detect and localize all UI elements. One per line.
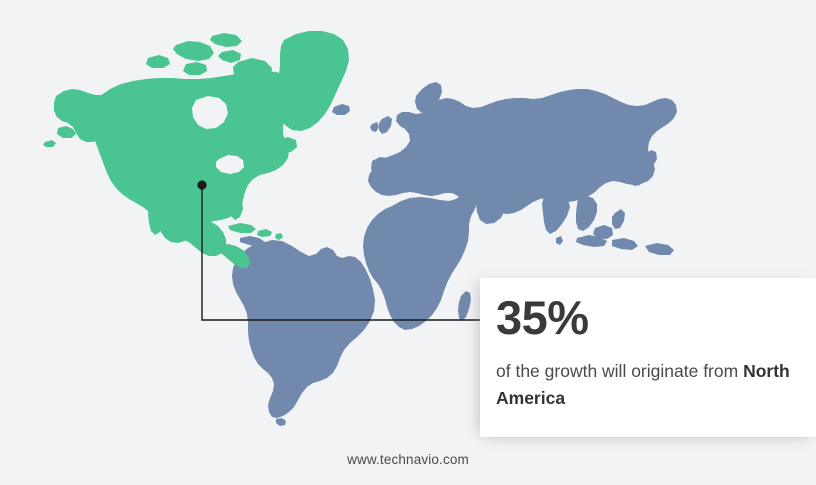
region-eurasia	[368, 89, 677, 214]
region-korea	[625, 159, 634, 173]
region-ireland	[370, 122, 379, 132]
region-indonesia-east	[612, 238, 638, 250]
callout-body-prefix: of the growth will originate from	[496, 361, 744, 381]
region-greenland	[276, 31, 349, 131]
region-india	[542, 193, 570, 234]
callout-region-name: North America	[496, 361, 790, 408]
region-aleutians	[57, 126, 76, 138]
region-florida	[229, 195, 243, 220]
region-iberia	[371, 157, 392, 174]
callout-body-text: of the growth will originate from North …	[496, 358, 816, 411]
region-japan	[640, 150, 657, 176]
callout-card: 35% of the growth will originate from No…	[480, 278, 816, 437]
region-newfoundland	[275, 137, 297, 152]
region-arctic-island-3	[146, 55, 170, 68]
region-baja-california	[148, 203, 163, 235]
footer-url: www.technavio.com	[347, 452, 469, 467]
region-central-america	[218, 244, 250, 268]
region-scandinavia	[415, 82, 442, 113]
great-lakes	[216, 155, 244, 174]
region-south-america	[232, 240, 375, 418]
region-arctic-islands	[173, 41, 214, 61]
region-arctic-island-2	[210, 33, 242, 47]
region-arabia	[476, 196, 505, 224]
region-lesser-antilles	[275, 233, 283, 240]
region-iceland	[332, 104, 350, 115]
region-hispaniola	[257, 229, 272, 237]
region-philippines	[612, 209, 625, 229]
region-northern-south-america	[240, 236, 265, 246]
region-arctic-island-4	[183, 62, 207, 75]
map-highlight-north-america	[43, 31, 349, 268]
region-british-isles	[379, 116, 392, 134]
region-sri-lanka	[556, 236, 563, 245]
region-italy	[414, 160, 425, 182]
region-baffin-island	[233, 58, 272, 85]
region-patagonia-tip	[276, 418, 286, 426]
region-japan-south	[631, 176, 643, 186]
region-cuba	[228, 223, 256, 233]
region-arctic-island-5	[218, 50, 241, 63]
region-new-guinea	[645, 243, 674, 255]
region-borneo	[593, 225, 613, 239]
hudson-bay	[192, 96, 228, 129]
callout-percent-value: 35%	[496, 291, 589, 344]
region-southeast-asia	[576, 196, 597, 231]
region-canada-usa	[93, 71, 302, 243]
region-madagascar	[458, 291, 471, 321]
region-aleutian-islands	[43, 140, 56, 147]
